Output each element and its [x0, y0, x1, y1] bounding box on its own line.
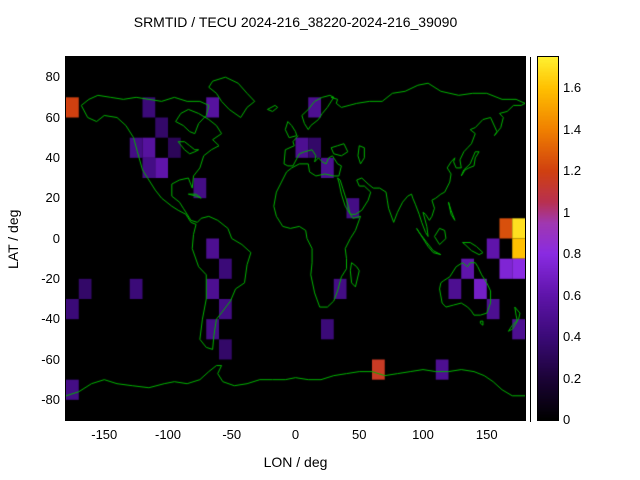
y-tick-label: 20	[45, 190, 60, 206]
colorbar	[537, 56, 559, 421]
y-tick-label: 60	[45, 109, 60, 125]
colorbar-tick-label: 0.8	[563, 246, 582, 262]
colorbar-tick-label: 1	[563, 204, 571, 220]
colorbar-separator-line	[530, 57, 531, 422]
y-tick-label: -80	[41, 391, 60, 407]
x-tick-label: 50	[352, 427, 367, 442]
y-axis-label: LAT / deg	[5, 209, 21, 270]
colorbar-tick-label: 0.6	[563, 287, 582, 303]
chart-title: SRMTID / TECU 2024-216_38220-2024-216_39…	[133, 14, 458, 30]
colorbar-tick-label: 1.2	[563, 163, 582, 179]
colorbar-tick-label: 1.4	[563, 121, 582, 137]
y-tick-label: 80	[45, 69, 60, 85]
y-tick-label: -60	[41, 351, 60, 367]
x-tick-label: 150	[475, 427, 498, 442]
colorbar-tick-label: 0.4	[563, 329, 582, 345]
colorbar-tick-label: 0.2	[563, 370, 582, 386]
colorbar-tick-label: 0	[563, 412, 571, 427]
y-tick-label: -20	[41, 270, 60, 286]
x-axis-label: LON / deg	[263, 454, 328, 470]
x-tick-label: 0	[291, 427, 300, 442]
colorbar-tick-label: 1.6	[563, 80, 582, 96]
x-tick-label: -50	[222, 427, 242, 442]
x-tick-label: -100	[154, 427, 182, 442]
y-tick-label: 0	[52, 230, 60, 246]
y-tick-label: 40	[45, 149, 60, 165]
world-heatmap-plot	[65, 56, 526, 421]
x-tick-label: -150	[91, 427, 118, 442]
y-tick-label: -40	[41, 311, 60, 327]
x-tick-label: 100	[412, 427, 434, 442]
